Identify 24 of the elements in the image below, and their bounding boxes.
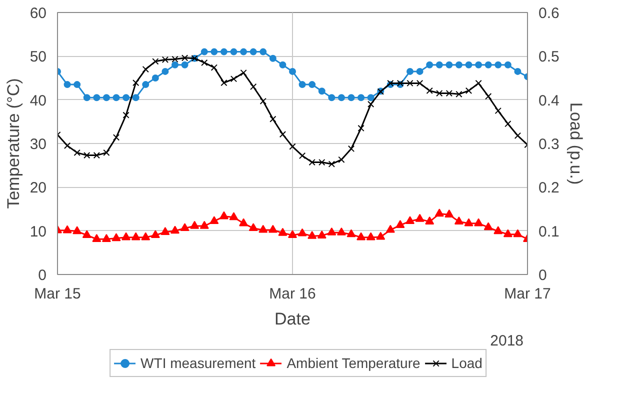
y2-tick-label: 0.2 <box>538 180 560 197</box>
x-tick-label: Mar 17 <box>504 286 551 302</box>
x-tick-label: Mar 16 <box>269 286 316 302</box>
x-axis-title: Date <box>274 310 310 328</box>
legend-label: Ambient Temperature <box>286 355 420 371</box>
y-tick-label: 10 <box>30 223 47 240</box>
legend-label: WTI measurement <box>140 355 256 371</box>
y-tick-label: 50 <box>30 48 47 66</box>
y-tick-label: 60 <box>30 5 47 22</box>
y-tick-label: 40 <box>30 92 47 110</box>
y2-tick-label: 0.5 <box>538 48 560 66</box>
legend-label: Load <box>451 355 482 371</box>
y-tick-label: 20 <box>30 180 47 197</box>
x-tick-label: Mar 15 <box>34 286 81 302</box>
y2-axis-title: Load (p.u.) <box>566 102 586 185</box>
y2-tick-label: 0.1 <box>538 223 560 240</box>
y2-tick-label: 0.4 <box>538 92 560 110</box>
y-axis-title: Temperature (°C) <box>4 78 23 209</box>
y-tick-label: 0 <box>38 267 46 284</box>
y2-tick-label: 0 <box>538 267 547 284</box>
text: 2018 <box>490 332 524 350</box>
y2-tick-label: 0.6 <box>538 5 560 22</box>
y2-tick-label: 0.3 <box>538 136 560 153</box>
y-tick-label: 30 <box>30 136 47 153</box>
